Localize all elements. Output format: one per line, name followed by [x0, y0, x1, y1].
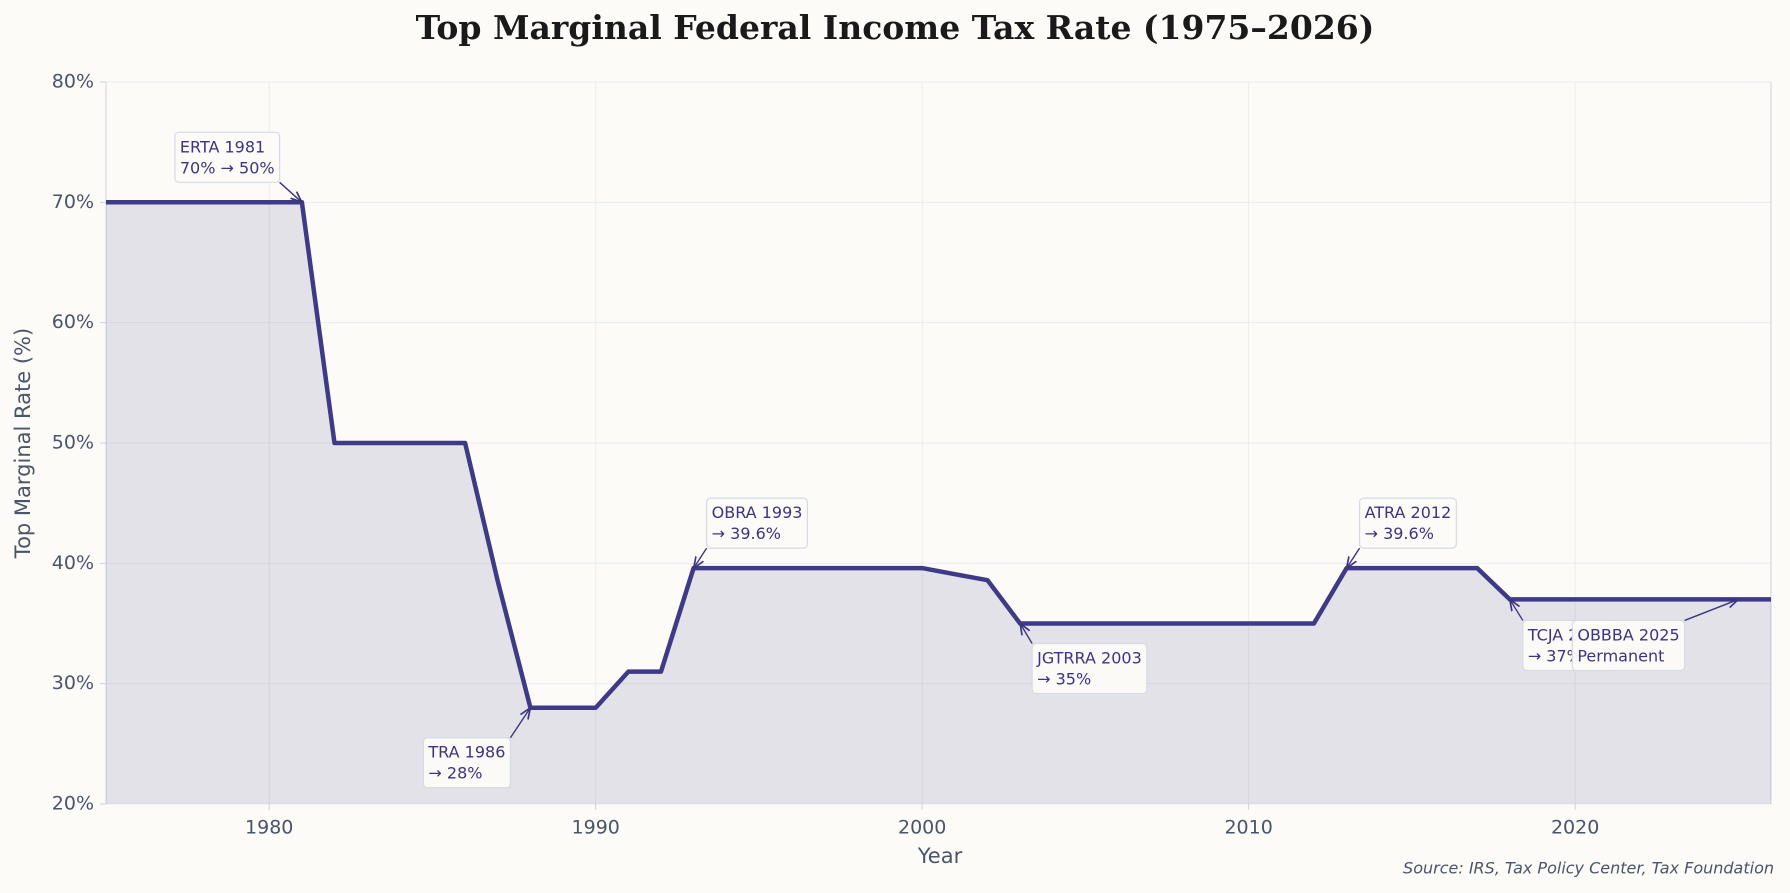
annotation-box	[1571, 619, 1686, 672]
x-tick-label: 2020	[1551, 817, 1599, 839]
annotation-text: ATRA 2012	[1365, 503, 1452, 522]
line	[106, 200, 1771, 710]
annotation-text: OBBBA 2025	[1577, 625, 1679, 644]
annotation-text: ERTA 1981	[180, 137, 265, 156]
annotation-arrow	[694, 547, 708, 568]
annotation-arrow	[279, 181, 302, 202]
x-tick-label: 1990	[572, 817, 620, 839]
annotation: TRA 1986 → 28%	[422, 708, 530, 789]
y-tick-label: 50%	[52, 432, 94, 454]
annotation-text: → 37%	[1528, 646, 1582, 665]
y-tick-label: 20%	[52, 793, 94, 815]
annotation-text: → 35%	[1037, 670, 1091, 689]
annotation-box	[174, 131, 281, 183]
annotation-text: OBRA 1993	[712, 503, 803, 522]
annotation-box	[1358, 497, 1457, 549]
annotation: ATRA 2012 → 39.6%	[1347, 497, 1457, 568]
annotation-arrow	[1347, 547, 1361, 568]
x-tick-label: 1980	[245, 817, 293, 839]
y-axis-label: Top Marginal Rate (%)	[11, 328, 35, 559]
x-tick-label: 2010	[1224, 817, 1272, 839]
area	[106, 202, 1771, 805]
x-tick-label: 2000	[898, 817, 946, 839]
annotation: JGTRRA 2003 → 35%	[1020, 624, 1148, 695]
chart-title: Top Marginal Federal Income Tax Rate (19…	[416, 8, 1375, 47]
x-axis-label: Year	[917, 844, 963, 868]
annotation-text: Permanent	[1577, 646, 1664, 665]
annotation-text: JGTRRA 2003	[1036, 649, 1142, 668]
annotation: ERTA 1981 70% → 50%	[174, 131, 302, 202]
annotation-arrow	[1020, 624, 1033, 644]
y-tick-label: 80%	[52, 71, 94, 93]
y-tick-label: 70%	[52, 191, 94, 213]
source-note: Source: IRS, Tax Policy Center, Tax Foun…	[1403, 859, 1774, 878]
annotation: OBBBA 2025 Permanent	[1571, 599, 1739, 672]
annotation-box	[1031, 642, 1148, 695]
y-tick-label: 30%	[52, 672, 94, 694]
annotation-text: 70% → 50%	[180, 158, 275, 177]
y-tick-label: 60%	[52, 311, 94, 333]
annotation-arrow	[509, 708, 530, 739]
annotation-box	[422, 737, 512, 789]
y-tick-label: 40%	[52, 552, 94, 574]
annotation-text: → 39.6%	[1365, 524, 1434, 543]
annotation-text: → 28%	[428, 764, 482, 783]
annotation-arrow	[1684, 599, 1739, 622]
annotation-arrow	[1510, 599, 1524, 621]
annotation-text: → 39.6%	[712, 524, 781, 543]
annotation: OBRA 1993 → 39.6%	[694, 497, 809, 568]
annotation-box	[706, 497, 809, 549]
annotation-text: TRA 1986	[427, 743, 505, 762]
